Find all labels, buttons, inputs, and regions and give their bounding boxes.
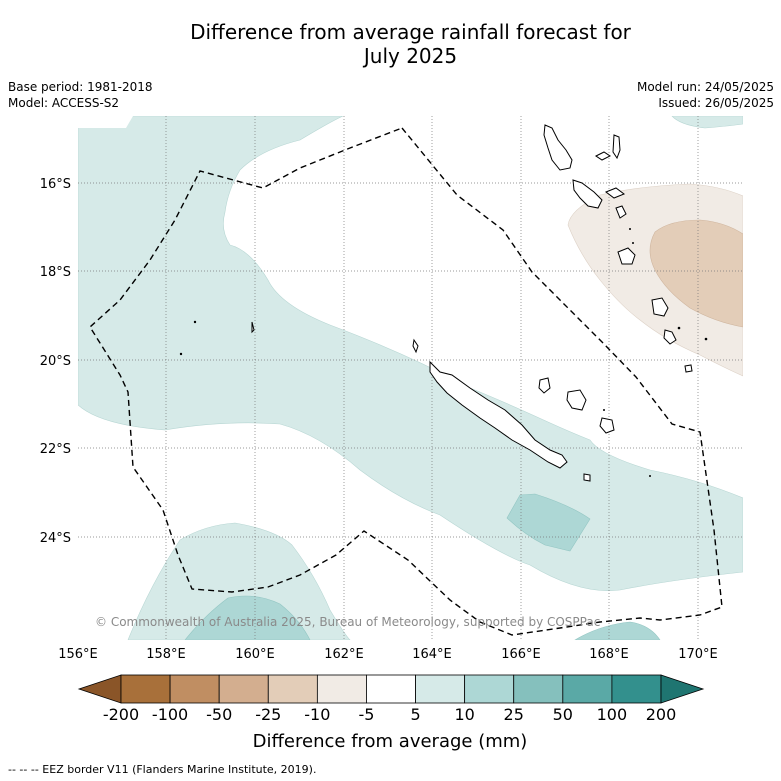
lat-tick-16s: 16°S — [40, 177, 71, 192]
anomaly-region-teal-dark — [506, 493, 591, 552]
island-small-a — [412, 338, 419, 354]
colorbar-cell — [366, 674, 416, 704]
eez-border — [89, 127, 723, 636]
island-dot-a — [193, 320, 197, 324]
island-maewo — [612, 134, 621, 160]
island-dot-h — [632, 242, 634, 244]
island-small-b — [251, 321, 255, 334]
island-ouvea — [538, 377, 551, 394]
colorbar-cell — [316, 674, 367, 704]
colorbar-label: 25 — [504, 705, 524, 724]
lat-tick-24s: 24°S — [40, 531, 71, 546]
map-area: © Commonwealth of Australia 2025, Bureau… — [78, 116, 743, 640]
grid-lines — [78, 116, 743, 640]
anomaly-region-brown-mid — [649, 219, 743, 328]
island-dot-d — [603, 409, 605, 411]
island-grande-terre — [429, 360, 568, 469]
anomaly-region-teal-main — [78, 116, 743, 591]
lon-tick-162e: 162°E — [324, 647, 364, 662]
colorbar-label: -50 — [206, 705, 232, 724]
colorbar-cell — [169, 674, 220, 704]
colorbar-label: -100 — [152, 705, 188, 724]
island-dot-b — [179, 352, 183, 356]
colorbar-label: 200 — [646, 705, 677, 724]
colorbar-title: Difference from average (mm) — [253, 731, 528, 752]
colorbar-cell — [513, 674, 564, 704]
colorbar-cell — [611, 674, 662, 704]
colorbar-cell — [464, 674, 515, 704]
title-line-1: Difference from average rainfall forecas… — [190, 20, 631, 44]
eez-footnote: -- -- -- EEZ border V11 (Flanders Marine… — [8, 763, 317, 776]
island-tanna — [663, 329, 677, 345]
island-efate — [617, 247, 636, 265]
map-title: Difference from average rainfall forecas… — [0, 20, 781, 68]
island-isle-of-pines — [583, 473, 591, 482]
anomaly-region-teal-topright — [671, 116, 743, 129]
colorbar-label: -25 — [255, 705, 281, 724]
colorbar-cell — [415, 674, 466, 704]
lon-tick-160e: 160°E — [235, 647, 275, 662]
colorbar-cell — [218, 674, 269, 704]
colorbar-labels: -200 -100 -50 -25 -10 -5 5 10 25 50 100 200 — [103, 705, 676, 724]
title-line-2: July 2025 — [363, 44, 458, 68]
island-erromango — [651, 297, 669, 317]
lon-tick-156e: 156°E — [58, 647, 98, 662]
meta-left: Base period: 1981-2018 Model: ACCESS-S2 — [8, 79, 153, 111]
island-dot-e — [677, 326, 681, 330]
colorbar-label: 10 — [454, 705, 474, 724]
island-aneityum — [684, 364, 693, 373]
colorbar-cell — [562, 674, 613, 704]
island-epi — [615, 205, 627, 219]
colorbar-cell — [267, 674, 318, 704]
colorbar-label: 5 — [410, 705, 420, 724]
island-lifou — [566, 389, 587, 411]
colorbar-cell — [120, 674, 171, 704]
anomaly-region-teal-bottomright — [574, 621, 661, 640]
island-dot-g — [629, 228, 631, 230]
model-run: Model run: 24/05/2025 — [636, 80, 774, 94]
lon-tick-166e: 166°E — [501, 647, 541, 662]
island-malekula — [572, 179, 603, 209]
lat-tick-18s: 18°S — [40, 265, 71, 280]
anomaly-region-teal-bottomleft — [127, 522, 351, 640]
island-espiritu-santo — [543, 124, 573, 171]
island-ambrym — [604, 187, 626, 199]
colorbar-extend-high — [660, 674, 705, 704]
copyright-text: © Commonwealth of Australia 2025, Bureau… — [95, 615, 600, 629]
island-ambae — [595, 151, 611, 161]
island-mare — [599, 417, 615, 434]
lon-tick-164e: 164°E — [412, 647, 452, 662]
colorbar-label: 100 — [597, 705, 628, 724]
lon-tick-labels: 156°E 158°E 160°E 162°E 164°E 166°E 168°… — [58, 647, 718, 662]
colorbar-cells — [120, 674, 662, 704]
issued-date: Issued: 26/05/2025 — [658, 96, 774, 110]
colorbar: -200 -100 -50 -25 -10 -5 5 10 25 50 100 200 Differe… — [77, 674, 705, 752]
lat-tick-22s: 22°S — [40, 442, 71, 457]
lon-tick-170e: 170°E — [678, 647, 718, 662]
colorbar-label: -5 — [358, 705, 374, 724]
lat-tick-20s: 20°S — [40, 354, 71, 369]
lon-tick-168e: 168°E — [589, 647, 629, 662]
colorbar-label: 50 — [553, 705, 573, 724]
meta-right: Model run: 24/05/2025 Issued: 26/05/2025 — [637, 79, 774, 111]
lat-tick-labels: 16°S 18°S 20°S 22°S 24°S — [40, 177, 71, 546]
anomaly-region-teal-bottomleft-dark — [184, 595, 311, 640]
base-period: Base period: 1981-2018 — [8, 80, 153, 94]
anomaly-region-white-notch — [78, 116, 133, 128]
model-name: Model: ACCESS-S2 — [8, 96, 120, 110]
colorbar-extend-low — [77, 674, 122, 704]
lon-tick-158e: 158°E — [146, 647, 186, 662]
island-dot-f — [704, 337, 708, 341]
island-dot-c — [649, 475, 651, 477]
colorbar-label: -200 — [103, 705, 139, 724]
colorbar-label: -10 — [304, 705, 330, 724]
